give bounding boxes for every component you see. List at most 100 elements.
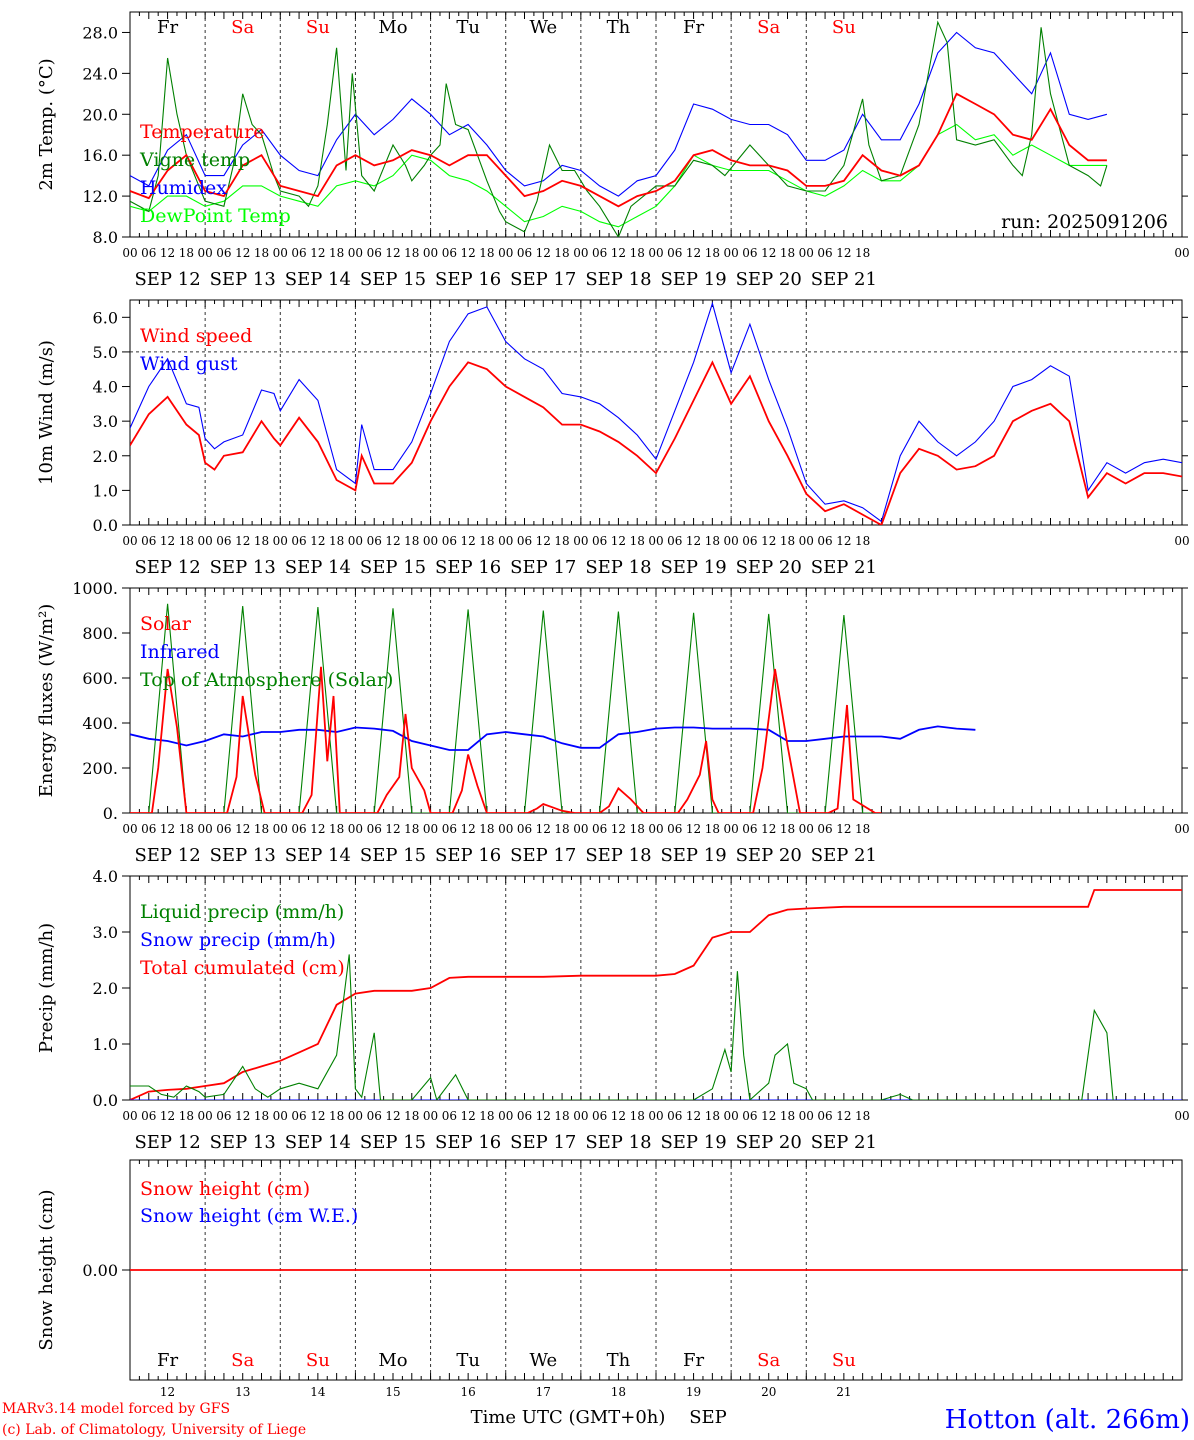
x-hour-tick-label: 18 <box>254 822 269 836</box>
x-hour-tick-label: 00 <box>648 1109 663 1123</box>
x-date-label: SEP 18 <box>585 845 651 866</box>
x-date-label: SEP 18 <box>585 557 651 578</box>
x-hour-tick-label: 00 <box>198 1109 213 1123</box>
x-hour-tick-label: 06 <box>742 246 757 260</box>
x-hour-tick-label: 12 <box>461 1109 476 1123</box>
series-line-infrared <box>130 725 976 751</box>
y-tick-label: 1000. <box>72 579 118 598</box>
x-hour-tick-label: 12 <box>160 1109 175 1123</box>
x-date-label: SEP 20 <box>736 845 802 866</box>
x-date-label: SEP 13 <box>210 1132 276 1153</box>
legend-entry: DewPoint Temp <box>140 205 291 227</box>
x-hour-tick-label: 06 <box>367 1109 382 1123</box>
x-hour-tick-label: 18 <box>780 822 795 836</box>
x-hour-tick-label: 06 <box>742 1109 757 1123</box>
x-hour-tick-label: 12 <box>310 822 325 836</box>
x-date-label: SEP 21 <box>811 557 877 578</box>
y-axis-label: Precip (mm/h) <box>36 923 57 1053</box>
y-tick-label: 8.0 <box>93 228 118 247</box>
x-hour-tick-label: 06 <box>442 1109 457 1123</box>
x-hour-tick-label: 06 <box>442 246 457 260</box>
x-date-label: SEP 16 <box>435 1132 501 1153</box>
x-hour-tick-label: 00 <box>498 1109 513 1123</box>
x-hour-tick-label: 12 <box>836 246 851 260</box>
x-day-number-label: 13 <box>235 1385 250 1399</box>
x-date-label: SEP 12 <box>134 1132 200 1153</box>
x-hour-tick-label: 00 <box>423 246 438 260</box>
day-name-label: We <box>529 1350 557 1371</box>
day-name-label: Fr <box>157 1350 178 1371</box>
x-axis-title: Time UTC (GMT+0h) <box>471 1407 666 1428</box>
y-tick-label: 24.0 <box>82 64 118 83</box>
x-hour-tick-label: 18 <box>479 822 494 836</box>
x-hour-tick-label: 18 <box>404 1109 419 1123</box>
legend-entry: Wind speed <box>140 325 252 347</box>
x-hour-tick-label: 18 <box>705 534 720 548</box>
x-hour-tick-label: 00 <box>198 822 213 836</box>
x-hour-tick-label: 12 <box>461 822 476 836</box>
day-name-label: Su <box>306 1350 330 1371</box>
x-date-label: SEP 14 <box>285 269 351 290</box>
x-hour-tick-label: 06 <box>592 534 607 548</box>
location-title: Hotton (alt. 266m) <box>945 1405 1190 1435</box>
x-date-label: SEP 20 <box>736 1132 802 1153</box>
x-date-label: SEP 12 <box>134 845 200 866</box>
x-hour-tick-label: 18 <box>630 534 645 548</box>
x-date-label: SEP 16 <box>435 845 501 866</box>
legend-entry: Humidex <box>140 177 227 199</box>
x-hour-tick-label: 12 <box>235 822 250 836</box>
x-hour-tick-label: 00 <box>122 534 137 548</box>
run-label: run: 2025091206 <box>1001 211 1168 233</box>
x-hour-tick-label: 00 <box>273 1109 288 1123</box>
x-hour-tick-label: 12 <box>310 246 325 260</box>
day-name-label: Fr <box>683 17 704 38</box>
x-hour-tick-label: 12 <box>611 534 626 548</box>
x-date-label: SEP 18 <box>585 269 651 290</box>
x-hour-tick-label: 12 <box>761 1109 776 1123</box>
y-tick-label: 12.0 <box>82 187 118 206</box>
x-date-label: SEP 12 <box>134 269 200 290</box>
x-hour-tick-label: 18 <box>329 1109 344 1123</box>
x-hour-tick-label: 12 <box>761 822 776 836</box>
x-hour-tick-label: 18 <box>630 822 645 836</box>
y-tick-label: 2.0 <box>93 979 118 998</box>
x-hour-tick-label: 00 <box>348 1109 363 1123</box>
x-hour-tick-label: 00 <box>498 534 513 548</box>
x-hour-tick-label: 06 <box>517 534 532 548</box>
day-name-label: Sa <box>231 1350 254 1371</box>
x-hour-tick-label: 00 <box>348 822 363 836</box>
legend-entry: Snow height (cm W.E.) <box>140 1205 358 1227</box>
series-line-dewpoint-temp <box>130 123 1107 228</box>
legend-entry: Infrared <box>140 641 220 663</box>
x-hour-tick-label: 00 <box>799 1109 814 1123</box>
legend-entry: Vigne temp <box>139 149 250 171</box>
x-hour-tick-label: 18 <box>479 246 494 260</box>
day-name-label: Su <box>832 17 856 38</box>
x-day-number-label: 20 <box>761 1385 776 1399</box>
y-tick-label: 2.0 <box>93 447 118 466</box>
x-hour-tick-label: 00 <box>122 246 137 260</box>
y-tick-label: 3.0 <box>93 412 118 431</box>
x-hour-tick-label: 18 <box>254 246 269 260</box>
day-name-label: Sa <box>231 17 254 38</box>
x-hour-tick-label: 00 <box>423 1109 438 1123</box>
legend-entry: Solar <box>140 613 192 635</box>
x-hour-tick-label: 12 <box>235 1109 250 1123</box>
x-hour-tick-label: 06 <box>216 1109 231 1123</box>
x-date-label: SEP 14 <box>285 1132 351 1153</box>
x-hour-tick-label: 18 <box>554 246 569 260</box>
day-name-label: Fr <box>157 17 178 38</box>
day-name-label: Mo <box>378 17 407 38</box>
x-hour-tick-label: 18 <box>780 1109 795 1123</box>
x-hour-tick-label: 18 <box>554 822 569 836</box>
x-day-number-label: 16 <box>461 1385 476 1399</box>
x-hour-tick-label: 18 <box>780 246 795 260</box>
x-hour-tick-label: 12 <box>536 822 551 836</box>
day-name-label: Th <box>607 17 631 38</box>
x-date-label: SEP 21 <box>811 845 877 866</box>
x-hour-tick-label: 06 <box>442 534 457 548</box>
x-hour-tick-label: 06 <box>517 1109 532 1123</box>
x-hour-tick-label: 06 <box>141 534 156 548</box>
x-hour-tick-label: 06 <box>291 246 306 260</box>
x-hour-tick-label: 00 <box>724 822 739 836</box>
